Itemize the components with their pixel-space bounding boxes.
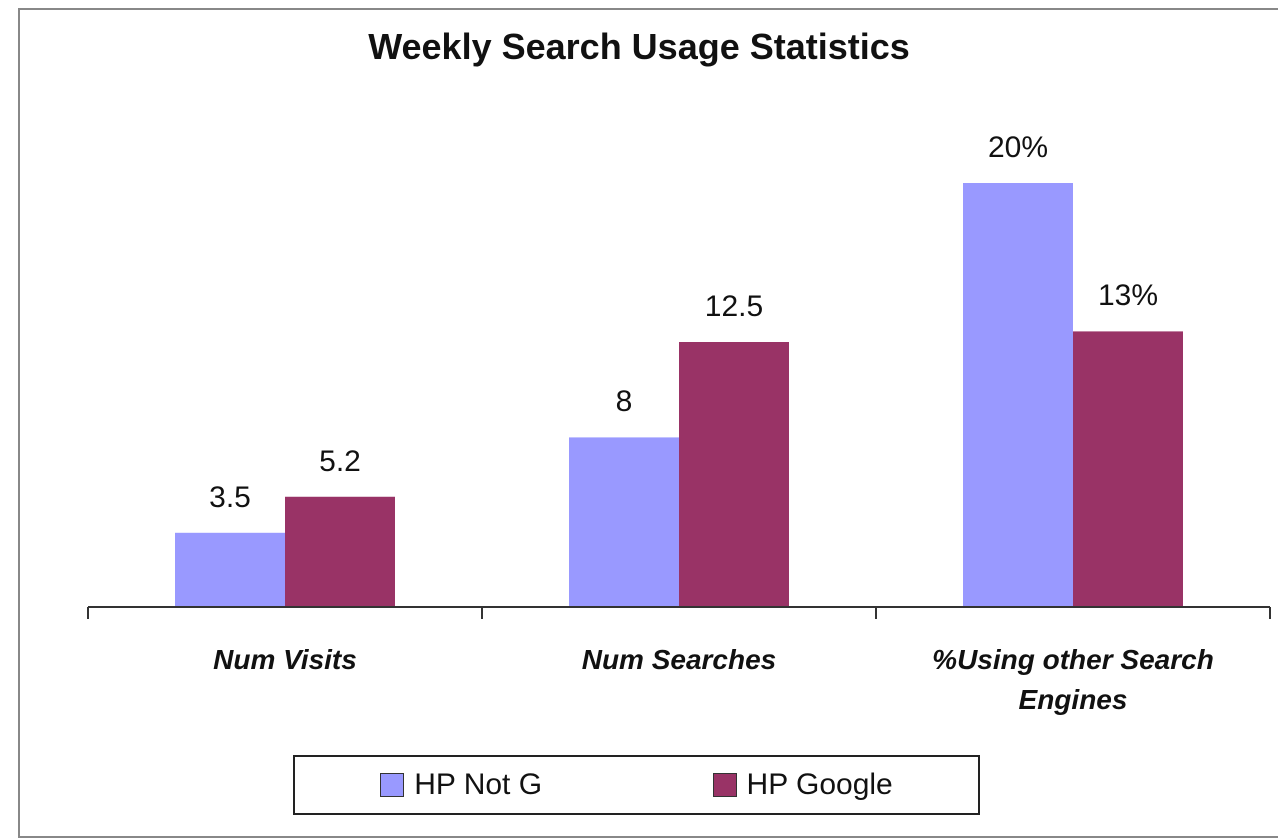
value-label: 13% bbox=[1097, 279, 1159, 313]
bar bbox=[285, 496, 395, 607]
value-label: 3.5 bbox=[209, 480, 251, 514]
legend-item: HP Google bbox=[712, 768, 893, 802]
value-label: 8 bbox=[615, 385, 633, 419]
chart-title: Weekly Search Usage Statistics bbox=[368, 26, 910, 67]
legend-item: HP Not G bbox=[380, 768, 542, 802]
x-tick-label: Num Searches bbox=[581, 644, 777, 675]
value-label: 20% bbox=[987, 131, 1049, 164]
legend-swatch bbox=[380, 773, 405, 797]
x-tick-label: Num Visits bbox=[213, 644, 357, 675]
bar bbox=[679, 342, 789, 607]
legend: HP Not G HP Google bbox=[293, 755, 980, 815]
bar bbox=[175, 532, 285, 607]
legend-label: HP Google bbox=[746, 768, 893, 801]
bar bbox=[1073, 331, 1183, 607]
bar bbox=[569, 437, 679, 607]
bar bbox=[963, 183, 1073, 607]
value-label: 5.2 bbox=[319, 444, 361, 478]
value-label: 12.5 bbox=[704, 290, 764, 323]
legend-swatch bbox=[712, 773, 737, 797]
x-tick-label: %Using other Search Engines bbox=[932, 644, 1214, 715]
legend-label: HP Not G bbox=[414, 768, 543, 801]
